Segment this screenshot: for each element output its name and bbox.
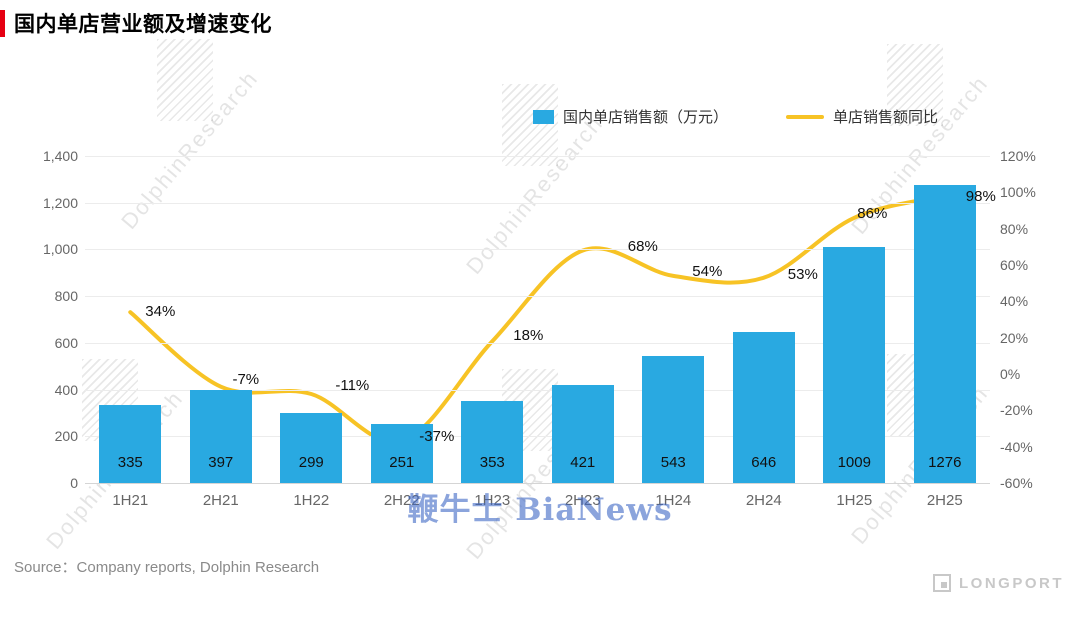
right-axis-tick: 100% xyxy=(1000,184,1036,201)
revenue-bar xyxy=(913,185,976,483)
revenue-bar xyxy=(642,356,705,483)
gridline xyxy=(85,156,990,157)
left-axis-tick: 600 xyxy=(54,334,78,351)
chart-legend: 国内单店销售额（万元） 单店销售额同比 xyxy=(533,106,938,127)
right-axis: 120% 100% 80% 60% 40% 20% 0% -20% -40% -60% xyxy=(1000,148,1055,491)
gridline xyxy=(85,436,990,438)
legend-item-line: 单店销售额同比 xyxy=(786,106,938,127)
bar-value-label: 251 xyxy=(389,454,415,471)
left-axis-tick: 1,200 xyxy=(42,194,78,211)
line-series-label: 单店销售额同比 xyxy=(833,109,939,126)
left-axis-tick: 1,400 xyxy=(42,148,78,164)
gridline xyxy=(85,249,990,251)
left-axis: 1,400 1,200 1,000 800 600 400 200 0 xyxy=(18,148,78,491)
title-accent-bar xyxy=(0,9,5,37)
left-axis-tick: 200 xyxy=(54,428,78,445)
growth-point-label: 98% xyxy=(965,188,996,205)
gridline xyxy=(85,389,990,391)
revenue-bar xyxy=(370,424,433,483)
x-axis-tick: 2H25 xyxy=(926,492,963,509)
revenue-bar xyxy=(280,413,343,483)
revenue-bar xyxy=(551,384,614,483)
longport-logo: LONGPORT xyxy=(933,574,1064,592)
right-axis-tick: 0% xyxy=(1000,366,1021,382)
gridline xyxy=(85,296,990,298)
growth-point-label: 86% xyxy=(857,204,888,222)
legend-item-bar: 国内单店销售额（万元） xyxy=(533,106,728,127)
growth-point-label: 68% xyxy=(627,237,658,255)
gridline xyxy=(85,342,990,344)
x-axis-tick: 2H21 xyxy=(202,492,239,509)
x-axis-tick: 2H24 xyxy=(745,492,782,509)
x-axis-tick: 1H24 xyxy=(655,492,692,509)
x-axis-tick: 2H23 xyxy=(564,492,601,509)
revenue-bar xyxy=(99,404,162,483)
bar-series-swatch-icon xyxy=(533,109,554,124)
title-row: 国内单店营业额及增速变化 xyxy=(0,8,272,38)
bar-value-label: 335 xyxy=(117,454,143,471)
x-axis-tick: 1H22 xyxy=(293,492,330,509)
right-axis-tick: -60% xyxy=(1000,475,1033,491)
right-axis-tick: 80% xyxy=(1000,220,1029,237)
growth-point-label: 54% xyxy=(692,262,723,280)
right-axis-tick: 40% xyxy=(1000,293,1029,310)
bar-value-label: 421 xyxy=(570,454,596,471)
bar-value-label: 299 xyxy=(298,454,324,471)
line-series-swatch-icon xyxy=(786,114,825,119)
x-axis-tick: 1H23 xyxy=(474,492,511,509)
bar-value-label: 353 xyxy=(479,454,505,471)
left-axis-tick: 0 xyxy=(70,475,78,491)
bar-series-label: 国内单店销售额（万元） xyxy=(563,109,729,126)
longport-logo-icon xyxy=(933,574,951,592)
x-axis-tick: 1H21 xyxy=(112,492,149,509)
longport-logo-text: LONGPORT xyxy=(959,574,1064,592)
page-title: 国内单店营业额及增速变化 xyxy=(14,13,272,36)
gridline xyxy=(85,202,990,204)
right-axis-tick: -20% xyxy=(1000,402,1033,419)
right-axis-tick: 60% xyxy=(1000,257,1029,273)
bar-value-label: 1009 xyxy=(837,454,871,471)
x-axis-tick: 2H22 xyxy=(383,492,420,509)
left-axis-tick: 1,000 xyxy=(42,241,78,258)
bar-value-label: 543 xyxy=(660,454,686,471)
plot-area: 335 397 299 251 353 421 543 646 1009 1276 34% -7% -1… xyxy=(85,156,996,484)
growth-point-label: -37% xyxy=(419,428,455,446)
bar-value-label: 1276 xyxy=(928,454,962,471)
growth-point-label: -11% xyxy=(335,377,370,394)
growth-point-label: -7% xyxy=(232,370,260,388)
x-axis-tick: 1H25 xyxy=(836,492,873,509)
left-axis-tick: 800 xyxy=(54,288,78,305)
right-axis-tick: -40% xyxy=(1000,438,1033,455)
revenue-bar xyxy=(189,390,252,483)
revenue-bar xyxy=(732,332,795,483)
revenue-bar xyxy=(823,247,886,483)
x-axis: 1H21 2H21 1H22 2H22 1H23 2H23 1H24 2H24 1H25 2H25 xyxy=(85,492,990,512)
source-note: Source：Company reports, Dolphin Research xyxy=(14,559,320,576)
right-axis-tick: 120% xyxy=(1000,148,1036,164)
bar-value-label: 646 xyxy=(751,454,777,471)
growth-point-label: 53% xyxy=(787,265,818,283)
growth-point-label: 34% xyxy=(145,303,176,321)
gridline xyxy=(85,483,990,484)
right-axis-tick: 20% xyxy=(1000,329,1029,346)
bar-value-label: 397 xyxy=(208,454,234,471)
revenue-bar xyxy=(461,400,524,483)
growth-point-label: 18% xyxy=(513,327,544,345)
left-axis-tick: 400 xyxy=(54,381,78,398)
